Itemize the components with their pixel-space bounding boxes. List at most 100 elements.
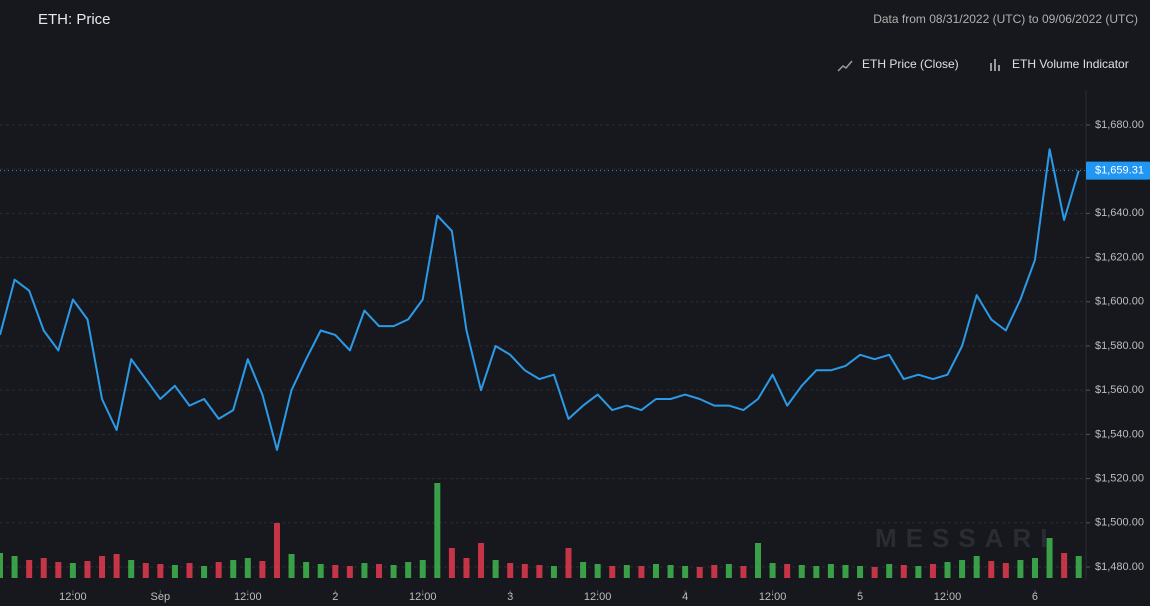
volume-bar xyxy=(405,562,412,578)
volume-bar xyxy=(784,564,791,578)
x-tick-label: 2 xyxy=(332,591,338,603)
volume-bar xyxy=(26,560,33,578)
watermark: MESSARI xyxy=(875,523,1056,553)
volume-bar xyxy=(682,566,689,578)
volume-bar xyxy=(929,564,936,578)
volume-bar xyxy=(69,563,76,578)
volume-bar xyxy=(11,556,18,578)
chart-subtitle: Data from 08/31/2022 (UTC) to 09/06/2022… xyxy=(873,12,1138,26)
current-price-label: $1,659.31 xyxy=(1095,165,1144,177)
volume-bar xyxy=(201,566,208,578)
volume-bar xyxy=(711,565,718,578)
y-tick-label: $1,480.00 xyxy=(1095,561,1144,573)
volume-bar xyxy=(128,560,135,578)
x-tick-label: 12:00 xyxy=(934,591,962,603)
x-tick-label: 6 xyxy=(1032,591,1038,603)
legend-label[interactable]: ETH Price (Close) xyxy=(862,57,959,71)
volume-bar xyxy=(696,567,703,578)
volume-bar xyxy=(565,548,572,578)
volume-bar xyxy=(521,564,528,578)
volume-bar xyxy=(244,558,251,578)
volume-bar xyxy=(492,560,499,578)
x-tick-label: Sep xyxy=(151,591,171,603)
volume-bar xyxy=(813,566,820,578)
volume-bar xyxy=(303,562,310,578)
volume-bar xyxy=(667,565,674,578)
volume-bar xyxy=(361,563,368,578)
volume-bar xyxy=(1017,560,1024,578)
volume-bar xyxy=(609,566,616,578)
x-tick-label: 12:00 xyxy=(584,591,612,603)
volume-bar xyxy=(900,565,907,578)
volume-bar xyxy=(652,564,659,578)
y-tick-label: $1,560.00 xyxy=(1095,384,1144,396)
volume-bar xyxy=(1061,553,1068,578)
y-tick-label: $1,680.00 xyxy=(1095,119,1144,131)
volume-bar xyxy=(944,562,951,578)
volume-bar xyxy=(40,558,47,578)
volume-bar xyxy=(230,560,237,578)
y-tick-label: $1,540.00 xyxy=(1095,428,1144,440)
legend-label[interactable]: ETH Volume Indicator xyxy=(1012,57,1129,71)
volume-bar xyxy=(842,565,849,578)
volume-bar xyxy=(536,565,543,578)
volume-bar xyxy=(1046,538,1053,578)
volume-bar xyxy=(478,543,485,578)
legend-icon xyxy=(837,60,853,72)
y-tick-label: $1,520.00 xyxy=(1095,473,1144,485)
volume-bar xyxy=(55,562,62,578)
y-tick-label: $1,580.00 xyxy=(1095,340,1144,352)
legend-icon xyxy=(990,59,1000,71)
y-tick-label: $1,600.00 xyxy=(1095,296,1144,308)
volume-bar xyxy=(332,565,339,578)
current-price-box xyxy=(1086,161,1150,180)
volume-bar xyxy=(725,564,732,578)
x-tick-label: 12:00 xyxy=(759,591,787,603)
volume-bar xyxy=(915,566,922,578)
x-tick-label: 12:00 xyxy=(234,591,262,603)
volume-bar xyxy=(769,563,776,578)
volume-bar xyxy=(857,566,864,578)
x-tick-label: 12:00 xyxy=(59,591,87,603)
volume-bar xyxy=(959,560,966,578)
volume-bar xyxy=(740,566,747,578)
volume-bar xyxy=(142,563,149,578)
volume-bar xyxy=(594,564,601,578)
price-line xyxy=(0,148,1080,451)
volume-bar xyxy=(259,561,266,578)
y-tick-label: $1,640.00 xyxy=(1095,207,1144,219)
volume-bar xyxy=(419,560,426,578)
y-tick-label: $1,500.00 xyxy=(1095,517,1144,529)
volume-bar xyxy=(113,554,120,578)
volume-bar xyxy=(317,564,324,578)
volume-bar xyxy=(215,562,222,578)
volume-bar xyxy=(434,483,441,578)
volume-bar xyxy=(346,566,353,578)
volume-bar xyxy=(1002,563,1009,578)
volume-bar xyxy=(0,553,3,578)
x-tick-label: 4 xyxy=(682,591,688,603)
volume-bar xyxy=(273,523,280,578)
volume-bar xyxy=(1031,558,1038,578)
volume-bar xyxy=(390,565,397,578)
volume-bar xyxy=(376,564,383,578)
volume-bar xyxy=(288,554,295,578)
volume-bar xyxy=(186,563,193,578)
x-tick-label: 5 xyxy=(857,591,863,603)
volume-bar xyxy=(157,564,164,578)
chart-title: ETH: Price xyxy=(38,11,111,28)
volume-bar xyxy=(1075,556,1082,578)
volume-bar xyxy=(755,543,762,578)
y-tick-label: $1,620.00 xyxy=(1095,251,1144,263)
volume-bar xyxy=(507,563,514,578)
volume-bar xyxy=(99,556,106,578)
volume-bar xyxy=(463,558,470,578)
volume-bar xyxy=(988,561,995,578)
volume-bar xyxy=(580,562,587,578)
x-tick-label: 3 xyxy=(507,591,513,603)
volume-bar xyxy=(886,564,893,578)
volume-bar xyxy=(171,565,178,578)
volume-bar xyxy=(798,565,805,578)
